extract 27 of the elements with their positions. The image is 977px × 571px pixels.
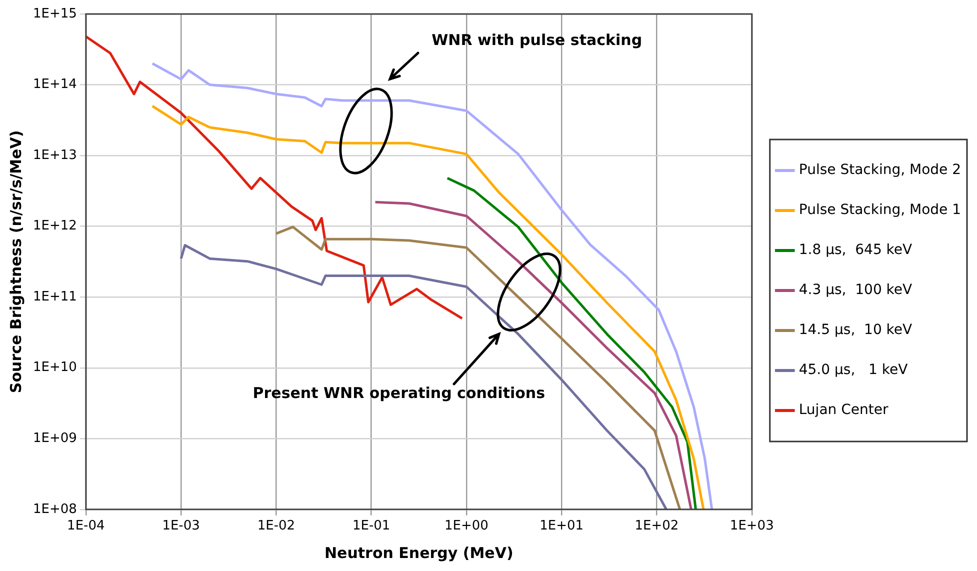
- y-tick-label: 1E+08: [33, 502, 77, 517]
- x-tick-label: 1E+01: [540, 518, 584, 534]
- x-tick-label: 1E+02: [634, 518, 679, 534]
- legend-label: Lujan Center: [798, 402, 888, 418]
- x-tick-label: 1E+00: [444, 518, 488, 534]
- legend-label: Pulse Stacking, Mode 1: [798, 202, 962, 218]
- x-tick-label: 1E+03: [730, 518, 774, 534]
- legend-label: 4.3 µs, 100 keV: [798, 282, 913, 298]
- y-tick-label: 1E+09: [33, 431, 77, 446]
- legend-label: Pulse Stacking, Mode 2: [798, 162, 962, 178]
- x-tick-label: 1E-03: [162, 518, 200, 534]
- y-axis-title: Source Brightness (n/sr/s/MeV): [6, 130, 25, 394]
- legend-label: 45.0 µs, 1 keV: [798, 362, 908, 378]
- annotation: WNR with pulse stacking: [432, 31, 642, 50]
- annotation: Present WNR operating conditions: [252, 384, 546, 402]
- y-tick-label: 1E+11: [33, 289, 77, 304]
- x-tick-label: 1E-04: [67, 518, 105, 534]
- legend-label: 1.8 µs, 645 keV: [798, 242, 913, 258]
- y-tick-label: 1E+14: [33, 77, 77, 92]
- x-axis-title: Neutron Energy (MeV): [324, 544, 514, 562]
- legend-label: 14.5 µs, 10 keV: [798, 322, 913, 338]
- y-tick-label: 1E+13: [33, 148, 77, 163]
- y-tick-label: 1E+15: [33, 6, 77, 22]
- y-tick-label: 1E+10: [33, 360, 77, 376]
- y-tick-label: 1E+12: [33, 218, 77, 234]
- x-tick-label: 1E-02: [257, 518, 296, 534]
- x-tick-label: 1E-01: [352, 518, 390, 534]
